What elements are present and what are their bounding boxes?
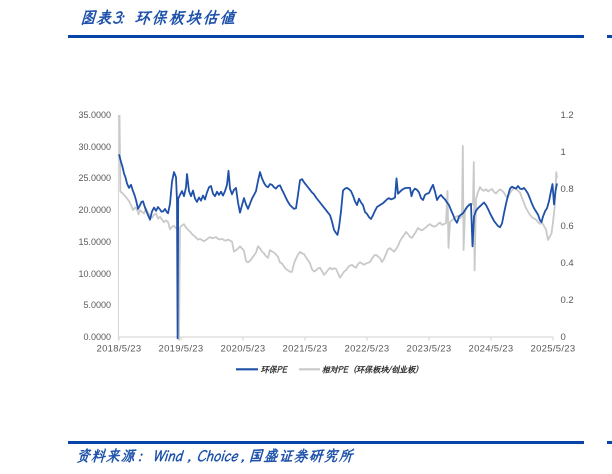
svg-text:0.8: 0.8 xyxy=(561,184,574,195)
svg-text:2021/5/23: 2021/5/23 xyxy=(283,344,328,355)
svg-text:2024/5/23: 2024/5/23 xyxy=(469,344,514,355)
svg-text:0.0000: 0.0000 xyxy=(83,332,111,342)
svg-text:2019/5/23: 2019/5/23 xyxy=(159,344,204,355)
svg-text:5.0000: 5.0000 xyxy=(83,300,111,310)
svg-text:35.0000: 35.0000 xyxy=(78,110,111,120)
svg-text:2022/5/23: 2022/5/23 xyxy=(345,344,390,355)
svg-text:20.0000: 20.0000 xyxy=(78,205,111,215)
svg-text:0.6: 0.6 xyxy=(561,221,574,232)
svg-text:10.0000: 10.0000 xyxy=(78,269,111,279)
svg-text:0.4: 0.4 xyxy=(561,258,574,269)
svg-text:25.0000: 25.0000 xyxy=(78,173,111,183)
svg-text:2018/5/23: 2018/5/23 xyxy=(97,344,142,355)
svg-text:0.2: 0.2 xyxy=(561,295,574,306)
svg-text:0: 0 xyxy=(561,332,566,343)
svg-text:1.2: 1.2 xyxy=(561,110,574,121)
svg-text:15.0000: 15.0000 xyxy=(78,237,111,247)
svg-text:2020/5/23: 2020/5/23 xyxy=(221,344,266,355)
svg-text:1: 1 xyxy=(561,147,566,158)
svg-text:2025/5/23: 2025/5/23 xyxy=(531,344,576,355)
svg-text:30.0000: 30.0000 xyxy=(78,142,111,152)
svg-text:2023/5/23: 2023/5/23 xyxy=(407,344,452,355)
